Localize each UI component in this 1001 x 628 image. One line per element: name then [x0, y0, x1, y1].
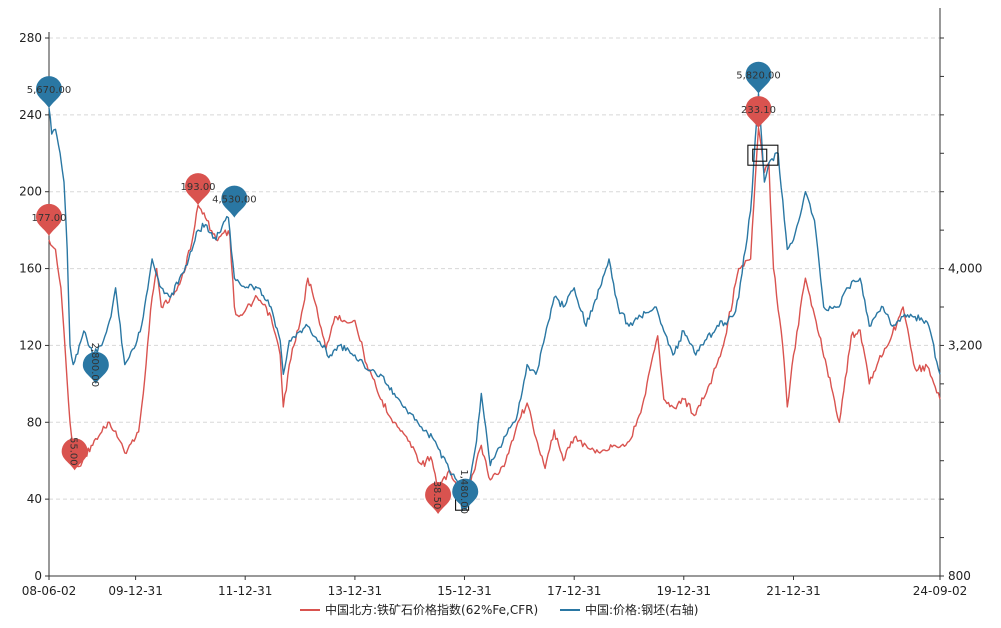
left-tick-label: 160	[19, 262, 42, 276]
marker-label: 5,820.00	[736, 71, 781, 82]
marker-label: 193.00	[181, 182, 216, 193]
left-tick-label: 40	[27, 492, 42, 506]
x-tick-label: 13-12-31	[328, 584, 382, 598]
annotation-billet: 5,670.00	[27, 76, 72, 109]
annotation-iron-ore: 193.00	[181, 173, 216, 206]
marker-pin	[185, 173, 212, 206]
legend-label-billet: 中国:价格:钢坯(右轴)	[585, 602, 698, 617]
legend-layer: 中国北方:铁矿石价格指数(62%Fe,CFR) 中国:价格:钢坯(右轴)	[300, 602, 698, 617]
annotation-billet: 5,820.00	[736, 61, 781, 94]
x-tick-label: 09-12-31	[108, 584, 162, 598]
left-tick-label: 200	[19, 185, 42, 199]
x-tick-label: 21-12-31	[766, 584, 820, 598]
marker-label: 2,800.00	[89, 343, 100, 388]
box-layer	[455, 144, 779, 511]
series-line-billet	[48, 93, 941, 512]
annotation-billet: 4,530.00	[212, 185, 257, 218]
marker-pin	[61, 438, 88, 471]
marker-label: 55.00	[68, 437, 79, 466]
marker-label: 233.10	[741, 105, 776, 116]
marker-label: 177.00	[32, 213, 67, 224]
x-tick-label: 11-12-31	[218, 584, 272, 598]
marker-label: 1,480.00	[458, 469, 469, 514]
right-tick-label: 4,000	[948, 262, 982, 276]
left-tick-label: 240	[19, 108, 42, 122]
marker-pin	[745, 61, 772, 94]
marker-pin	[425, 482, 452, 515]
x-tick-label: 24-09-02	[913, 584, 967, 598]
left-tick-label: 0	[34, 569, 42, 583]
series-layer	[48, 93, 941, 512]
x-tick-label: 15-12-31	[437, 584, 491, 598]
left-tick-label: 280	[19, 31, 42, 45]
grid-layer	[49, 37, 940, 500]
marker-pin	[36, 203, 62, 236]
right-tick-label: 3,200	[948, 338, 982, 352]
right-tick-label: 800	[948, 569, 971, 583]
left-tick-label: 120	[19, 338, 42, 352]
annotation-iron-ore: 38.50	[425, 481, 452, 515]
marker-label: 4,530.00	[212, 195, 257, 206]
axis-layer: 0 40 80 120 160 200 240 280 4,000 3,200 800 08-06-0…	[19, 8, 982, 598]
x-tick-label: 08-06-02	[22, 584, 76, 598]
marker-pin	[452, 478, 479, 511]
left-tick-label: 80	[27, 415, 42, 429]
high-box-outer	[747, 144, 779, 166]
annotation-billet: 2,800.00	[82, 343, 109, 388]
annotation-iron-ore: 233.10	[741, 96, 776, 129]
annotation-iron-ore: 55.00	[61, 437, 88, 471]
annotation-iron-ore: 177.00	[32, 203, 67, 236]
legend-label-iron-ore: 中国北方:铁矿石价格指数(62%Fe,CFR)	[325, 602, 538, 617]
high-box-inner	[752, 148, 768, 162]
x-tick-label: 19-12-31	[657, 584, 711, 598]
marker-pin	[36, 76, 62, 109]
marker-pin	[221, 185, 248, 218]
marker-layer: 177.00 55.00 193.00 38.50 233.10 5,670.00 2,80…	[27, 61, 781, 515]
marker-pin	[82, 351, 109, 384]
marker-label: 5,670.00	[27, 85, 72, 96]
marker-label: 38.50	[431, 481, 442, 510]
marker-pin	[745, 96, 772, 129]
x-tick-label: 17-12-31	[547, 584, 601, 598]
series-line-iron-ore	[48, 127, 941, 503]
annotation-billet: 1,480.00	[452, 469, 479, 514]
